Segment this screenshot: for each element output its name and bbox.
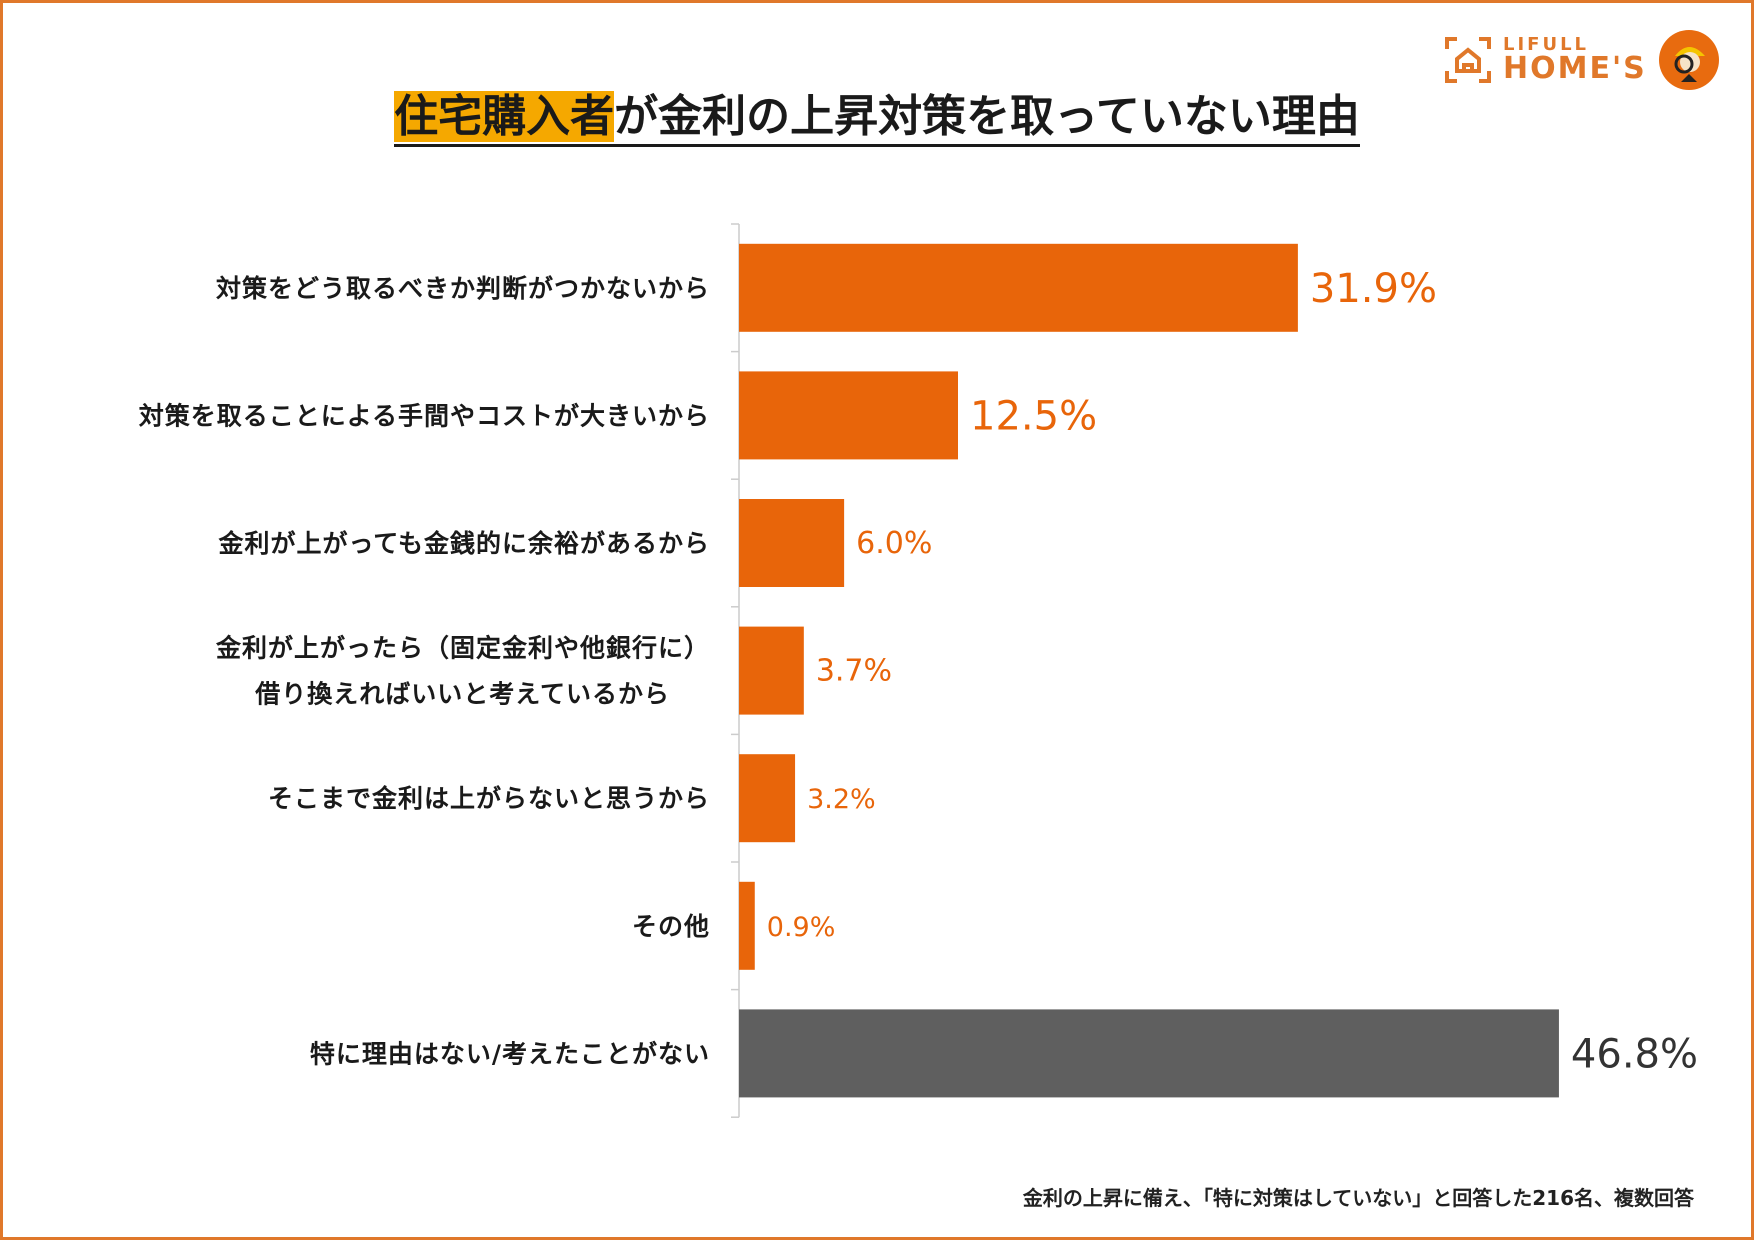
bar <box>739 371 958 460</box>
bar <box>739 243 1298 332</box>
bar <box>739 499 845 587</box>
data-label: 46.8% <box>1571 1031 1698 1077</box>
mascot-icon <box>1658 30 1719 90</box>
data-label: 3.7% <box>816 654 892 689</box>
house-frame-icon <box>1445 37 1491 83</box>
bar <box>739 626 804 715</box>
data-label: 6.0% <box>856 526 932 561</box>
category-label: 特に理由はない/考えたことがない <box>310 1039 710 1068</box>
bar <box>739 754 796 843</box>
lifull-homes-logo: LIFULL HOME'S <box>1445 30 1719 90</box>
bar <box>739 881 755 970</box>
data-label: 3.2% <box>807 784 876 815</box>
footnote: 金利の上昇に備え、「特に対策はしていない」と回答した216名、複数回答 <box>1022 1186 1694 1210</box>
bar <box>739 1009 1559 1098</box>
category-label: 金利が上がったら（固定金利や他銀行に） <box>215 634 710 663</box>
title-highlight: 住宅購入者 <box>394 91 615 142</box>
logo-line2: HOME'S <box>1503 51 1647 86</box>
chart-title: 住宅購入者が金利の上昇対策を取っていない理由 <box>0 80 1754 147</box>
logo-line1: LIFULL <box>1503 34 1590 55</box>
category-label: その他 <box>632 912 710 941</box>
title-rest: が金利の上昇対策を取っていない理由 <box>614 91 1360 142</box>
data-label: 12.5% <box>970 393 1097 439</box>
data-label: 31.9% <box>1310 266 1437 312</box>
category-label: そこまで金利は上がらないと思うから <box>268 784 710 813</box>
data-label: 0.9% <box>767 912 836 943</box>
category-label: 対策をどう取るべきか判断がつかないから <box>216 274 710 303</box>
category-label: 金利が上がっても金銭的に余裕があるから <box>217 529 710 558</box>
category-label: 対策を取ることによる手間やコストが大きいから <box>139 401 710 430</box>
category-label: 借り換えればいいと考えているから <box>254 680 670 709</box>
